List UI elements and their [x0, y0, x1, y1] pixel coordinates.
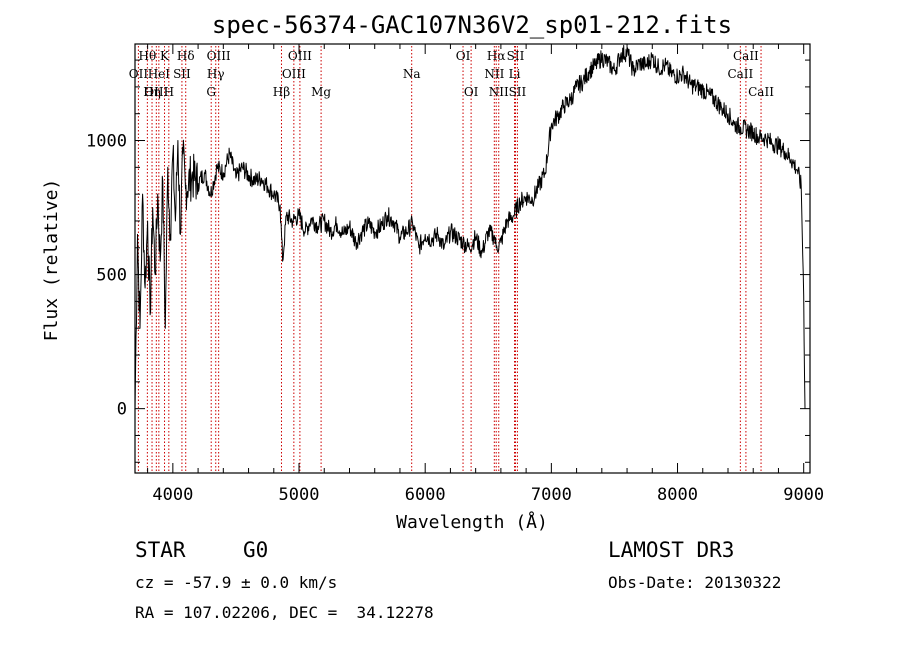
line-label-20: NII [484, 67, 504, 81]
line-label-9: OIII [207, 49, 231, 63]
x-tick-label: 4000 [152, 485, 193, 505]
chart-title: spec-56374-GAC107N36V2_sp01-212.fits [212, 11, 732, 39]
line-label-6: SII [173, 67, 191, 81]
object-class: STAR [135, 538, 186, 562]
spectrum-series [134, 44, 806, 409]
y-axis-label: Flux (relative) [41, 179, 62, 342]
line-label-3: Hη [143, 85, 161, 99]
line-label-4: HeI [148, 67, 171, 81]
object-subclass: G0 [243, 538, 269, 562]
y-tick-label: 0 [117, 400, 127, 420]
line-label-18: OI [464, 85, 479, 99]
line-label-15: Mg [311, 85, 331, 99]
plot-frame [134, 43, 811, 474]
line-label-12: Hβ [273, 85, 290, 99]
x-axis-label: Wavelength (Å) [396, 511, 548, 533]
x-tick-label: 5000 [279, 485, 320, 505]
line-label-26: CaII [727, 67, 753, 81]
obs-date: Obs-Date: 20130322 [608, 573, 782, 592]
line-label-7: H [164, 85, 174, 99]
spectrum-line [134, 44, 806, 409]
survey-label: LAMOST DR3 [608, 538, 735, 562]
line-label-16: Na [403, 67, 421, 81]
line-label-25: CaII [733, 49, 759, 63]
line-label-19: Hα [487, 49, 506, 63]
line-label-22: SII [507, 49, 525, 63]
line-label-0: Hθ [139, 49, 157, 63]
line-label-11: G [206, 85, 216, 99]
x-tick-label: 6000 [405, 485, 446, 505]
line-label-5: K [160, 49, 170, 63]
line-label-17: OI [456, 49, 471, 63]
line-label-23: Li [509, 67, 521, 81]
y-tick-label: 1000 [86, 132, 127, 152]
line-label-27: CaII [748, 85, 774, 99]
line-label-10: Hγ [207, 67, 225, 81]
x-tick-label: 9000 [783, 485, 824, 505]
x-tick-label: 8000 [657, 485, 698, 505]
line-label-13: OIII [288, 49, 312, 63]
line-label-1: OII [129, 67, 149, 81]
axes: 4000 5000 6000 7000 8000 9000 0 500 1000 [86, 43, 824, 505]
line-label-21: NII [489, 85, 509, 99]
line-label-8: Hδ [177, 49, 195, 63]
velocity-readout: cz = -57.9 ± 0.0 km/s [135, 573, 338, 592]
x-tick-label: 7000 [531, 485, 572, 505]
line-label-14: OIII [282, 67, 306, 81]
y-tick-label: 500 [96, 266, 127, 286]
line-label-2: OIII [144, 85, 168, 99]
line-label-24: SII [509, 85, 527, 99]
coordinates: RA = 107.02206, DEC = 34.12278 [135, 603, 434, 622]
